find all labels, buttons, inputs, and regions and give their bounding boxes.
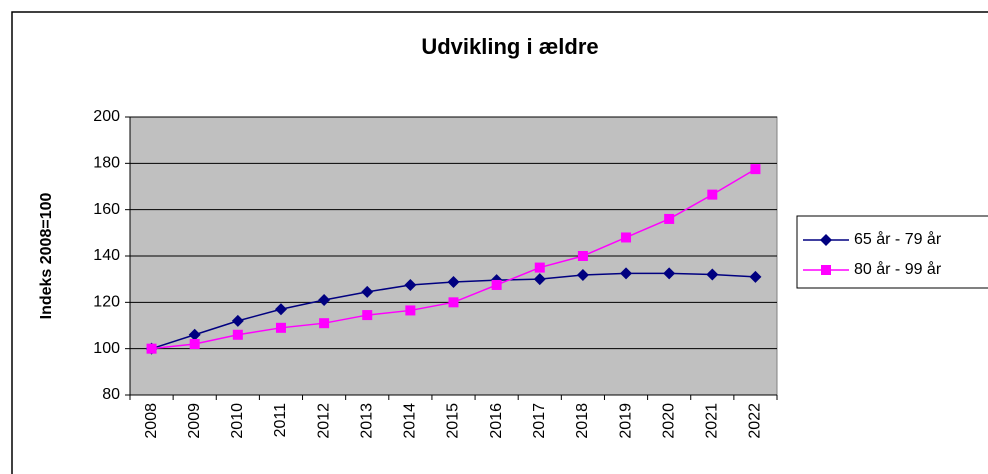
- marker: [534, 262, 545, 273]
- marker: [319, 318, 330, 329]
- marker: [274, 303, 287, 316]
- marker: [361, 285, 374, 298]
- marker: [448, 297, 459, 308]
- marker: [362, 310, 373, 321]
- marker: [706, 268, 719, 281]
- x-tick-label: 2009: [186, 403, 203, 439]
- marker: [707, 189, 718, 200]
- x-tick-label: 2020: [660, 403, 677, 439]
- y-axis-label: Indeks 2008=100: [38, 193, 55, 320]
- marker: [577, 251, 588, 261]
- marker: [663, 267, 676, 280]
- marker: [621, 232, 632, 243]
- marker: [750, 164, 761, 175]
- x-tick-label: 2017: [531, 403, 548, 439]
- marker: [189, 339, 200, 350]
- marker: [749, 270, 762, 283]
- marker: [404, 278, 417, 291]
- x-tick-label: 2016: [488, 403, 505, 439]
- x-tick-label: 2013: [358, 403, 375, 439]
- marker: [533, 273, 546, 286]
- marker: [447, 275, 460, 288]
- marker: [275, 322, 286, 333]
- legend-label: 65 år - 79 år: [854, 230, 942, 248]
- x-tick-label: 2008: [143, 403, 160, 439]
- x-tick-label: 2019: [617, 403, 634, 439]
- legend-marker: [821, 265, 831, 275]
- marker: [491, 279, 502, 290]
- y-tick-label: 80: [102, 386, 120, 403]
- marker: [620, 267, 633, 280]
- x-tick-label: 2011: [272, 403, 289, 438]
- y-tick-label: 120: [93, 294, 120, 311]
- chart-title: Udvikling i ældre: [421, 34, 598, 59]
- x-tick-label: 2021: [704, 403, 721, 439]
- x-tick-label: 2018: [574, 403, 591, 439]
- y-tick-label: 140: [93, 247, 120, 264]
- y-tick-label: 180: [93, 155, 120, 172]
- marker: [232, 329, 243, 340]
- x-tick-label: 2022: [747, 403, 764, 439]
- marker: [188, 328, 201, 341]
- x-tick-label: 2012: [315, 403, 332, 439]
- marker: [146, 343, 157, 354]
- marker: [576, 268, 589, 281]
- legend-marker: [820, 234, 832, 246]
- x-tick-label: 2010: [229, 403, 246, 439]
- y-tick-label: 160: [93, 201, 120, 218]
- x-tick-label: 2015: [445, 403, 462, 439]
- marker: [231, 314, 244, 327]
- legend-label: 80 år - 99 år: [854, 260, 942, 278]
- marker: [664, 213, 675, 224]
- legend: [796, 215, 988, 289]
- x-tick-label: 2014: [402, 403, 419, 439]
- y-tick-label: 100: [93, 340, 120, 357]
- marker: [318, 294, 331, 307]
- y-tick-label: 200: [93, 108, 120, 125]
- marker: [405, 305, 416, 316]
